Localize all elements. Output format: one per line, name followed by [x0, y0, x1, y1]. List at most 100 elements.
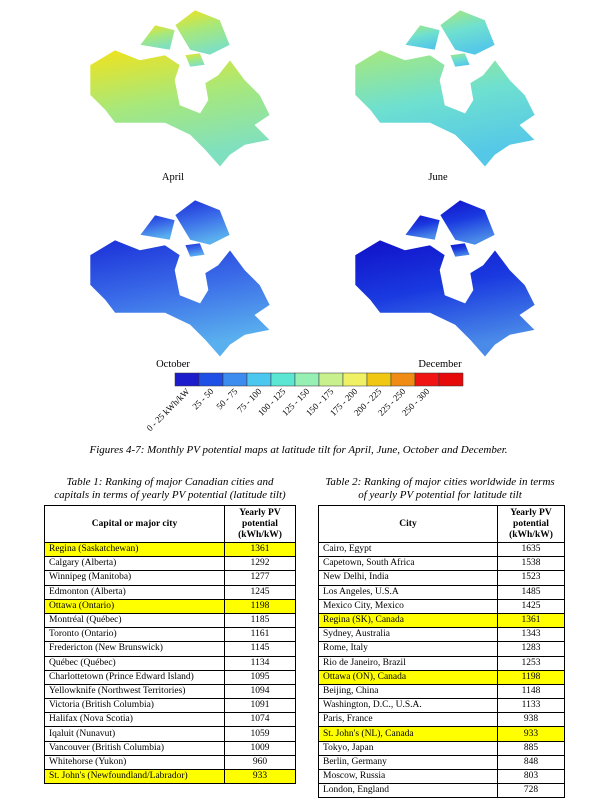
table-row: Winnipeg (Manitoba) 1277 [44, 570, 296, 586]
table-row: Montréal (Québec) 1185 [44, 612, 296, 629]
header-cell: City [318, 505, 498, 543]
table: Capital or major city Yearly PV potential(… [44, 505, 296, 785]
caption-line: capitals in terms of yearly PV potential… [54, 489, 286, 501]
header-line: (kWh/kW) [509, 529, 553, 540]
value-cell: 1635 [497, 541, 565, 558]
table-row: Ottawa (ON), Canada 1198 [318, 669, 565, 685]
legend-swatch [222, 372, 248, 387]
name-cell: Beijing, China [318, 683, 498, 700]
name-cell: Winnipeg (Manitoba) [44, 570, 225, 586]
table-row: Toronto (Ontario) 1161 [44, 627, 296, 643]
table-row: St. John's (Newfoundland/Labrador) 933 [44, 768, 296, 785]
name-cell: Iqaluit (Nunavut) [44, 726, 225, 742]
header-line: potential [242, 518, 278, 529]
value-cell: 1538 [497, 556, 565, 572]
value-cell: 1283 [497, 641, 565, 657]
value-cell: 960 [224, 754, 296, 771]
map [354, 199, 536, 358]
table-row: Yellowknife (Northwest Territories) 1094 [44, 683, 296, 700]
value-cell: 1198 [224, 598, 296, 614]
table-row: Iqaluit (Nunavut) 1059 [44, 726, 296, 742]
name-cell: Yellowknife (Northwest Territories) [44, 683, 225, 700]
table-row: Sydney, Australia 1343 [318, 627, 565, 643]
value-cell: 848 [497, 754, 565, 771]
legend-swatch [414, 372, 440, 387]
header-line: Yearly PV [510, 507, 552, 518]
value-cell: 1292 [224, 556, 296, 572]
table-row: Rio de Janeiro, Brazil 1253 [318, 655, 565, 671]
name-cell: St. John's (NL), Canada [318, 726, 498, 742]
value-cell: 938 [497, 712, 565, 728]
name-cell: Regina (Saskatchewan) [44, 541, 225, 558]
table-row: Halifax (Nova Scotia) 1074 [44, 712, 296, 728]
name-cell: Capetown, South Africa [318, 556, 498, 572]
name-cell: St. John's (Newfoundland/Labrador) [44, 768, 225, 785]
legend-label: 0 - 25 kWh/kW [145, 386, 192, 433]
header-row: Capital or major city Yearly PV potential(… [44, 505, 296, 543]
legend-swatch [294, 372, 320, 387]
legend-swatch [270, 372, 296, 387]
name-cell: Vancouver (British Columbia) [44, 740, 225, 756]
name-cell: Whitehorse (Yukon) [44, 754, 225, 771]
name-cell: Québec (Québec) [44, 655, 225, 671]
value-cell: 1095 [224, 669, 296, 685]
name-cell: Montréal (Québec) [44, 612, 225, 629]
value-cell: 1425 [497, 598, 565, 614]
value-cell: 1059 [224, 726, 296, 742]
name-cell: New Delhi, India [318, 570, 498, 586]
map-label: June [428, 172, 448, 183]
value-cell: 1148 [497, 683, 565, 700]
table-row: Ottawa (Ontario) 1198 [44, 598, 296, 614]
header-cell: Yearly PV potential (kWh/kW) [497, 505, 565, 543]
table-row: Regina (SK), Canada 1361 [318, 612, 565, 629]
value-cell: 1523 [497, 570, 565, 586]
name-cell: Washington, D.C., U.S.A. [318, 698, 498, 714]
value-cell: 1361 [224, 541, 296, 558]
table-caption: Table 2: Ranking of major cities worldwi… [305, 476, 575, 502]
name-cell: Sydney, Australia [318, 627, 498, 643]
name-cell: Berlin, Germany [318, 754, 498, 771]
header-row: City Yearly PV potential (kWh/kW) [318, 505, 565, 543]
value-cell: 1161 [224, 627, 296, 643]
value-cell: 1361 [497, 612, 565, 629]
value-cell: 1009 [224, 740, 296, 756]
table-row: Calgary (Alberta) 1292 [44, 556, 296, 572]
value-cell: 1277 [224, 570, 296, 586]
map [89, 9, 271, 168]
legend-swatch [318, 372, 344, 387]
name-cell: Rome, Italy [318, 641, 498, 657]
legend-swatch [246, 372, 272, 387]
name-cell: Fredericton (New Brunswick) [44, 641, 225, 657]
value-cell: 1253 [497, 655, 565, 671]
table: City Yearly PV potential (kWh/kW) Cairo, Egy… [318, 505, 565, 799]
value-cell: 1091 [224, 698, 296, 714]
legend-swatch [438, 372, 464, 387]
name-cell: Calgary (Alberta) [44, 556, 225, 572]
value-cell: 933 [224, 768, 296, 785]
table-row: Berlin, Germany 848 [318, 754, 565, 771]
header-cell: Capital or major city [44, 505, 225, 543]
value-cell: 933 [497, 726, 565, 742]
header-line: Yearly PV [239, 507, 281, 518]
table-row: Edmonton (Alberta) 1245 [44, 584, 296, 600]
legend-swatch [390, 372, 416, 387]
name-cell: London, England [318, 783, 498, 799]
table-row: Regina (Saskatchewan) 1361 [44, 541, 296, 558]
map [89, 199, 271, 358]
name-cell: Paris, France [318, 712, 498, 728]
value-cell: 1074 [224, 712, 296, 728]
table-row: Whitehorse (Yukon) 960 [44, 754, 296, 771]
caption-line: of yearly PV potential for latitude tilt [358, 489, 522, 501]
name-cell: Edmonton (Alberta) [44, 584, 225, 600]
figure-caption: Figures 4-7: Monthly PV potential maps a… [89, 444, 508, 456]
table-row: Vancouver (British Columbia) 1009 [44, 740, 296, 756]
name-cell: Halifax (Nova Scotia) [44, 712, 225, 728]
name-cell: Toronto (Ontario) [44, 627, 225, 643]
table-caption: Table 1: Ranking of major Canadian citie… [30, 476, 310, 502]
map [354, 9, 536, 168]
table-row: New Delhi, India 1523 [318, 570, 565, 586]
name-cell: Mexico City, Mexico [318, 598, 498, 614]
table-row: Fredericton (New Brunswick) 1145 [44, 641, 296, 657]
value-cell: 1343 [497, 627, 565, 643]
